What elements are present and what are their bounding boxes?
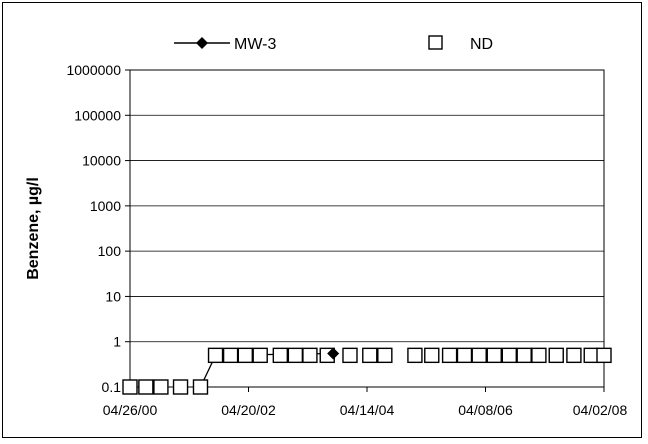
x-tick-label: 04/08/06 — [458, 402, 513, 418]
y-tick-label: 1 — [113, 334, 121, 350]
nd-point — [441, 347, 458, 364]
nd-point — [486, 347, 502, 364]
nd-point — [424, 347, 440, 364]
nd-point — [471, 347, 487, 364]
y-tick-label: 100000 — [74, 107, 121, 123]
nd-point — [192, 379, 209, 395]
nd-point — [516, 347, 532, 364]
nd-point — [566, 347, 582, 364]
nd-point — [362, 347, 378, 364]
y-tick-label: 1000 — [90, 198, 121, 214]
nd-point — [207, 347, 224, 364]
nd-point — [237, 347, 254, 364]
x-tick-label: 04/02/08 — [573, 402, 628, 418]
y-tick-label: 10000 — [82, 153, 121, 169]
nd-point — [583, 347, 599, 364]
x-tick-label: 04/14/04 — [340, 402, 395, 418]
legend-label-mw-3: MW-3 — [234, 36, 276, 53]
x-axis: 04/26/00 04/20/02 04/14/04 04/08/06 04/02/08 — [103, 387, 628, 418]
nd-point — [596, 347, 612, 364]
nd-point — [287, 347, 304, 364]
y-axis: 1000000 100000 10000 1000 100 10 1 0.1 — [66, 62, 130, 395]
nd-point — [342, 347, 358, 364]
nd-point — [272, 347, 289, 364]
plot-area — [129, 69, 605, 388]
grid-lines — [130, 114, 604, 343]
nd-point — [548, 347, 564, 364]
y-tick-label: 0.1 — [102, 379, 122, 395]
nd-point — [153, 379, 169, 395]
y-tick-label: 1000000 — [66, 62, 121, 78]
chart-frame — [2, 2, 642, 438]
nd-point — [302, 347, 318, 364]
nd-point — [138, 379, 154, 395]
y-axis-label: Benzene, µg/l — [25, 177, 42, 280]
nd-point — [377, 347, 393, 364]
x-tick-label: 04/26/00 — [103, 402, 158, 418]
nd-point — [456, 347, 473, 364]
nd-point — [172, 379, 189, 395]
legend-label-nd: ND — [470, 36, 493, 53]
nd-point — [407, 347, 423, 364]
mw-3-point — [327, 347, 340, 360]
nd-point — [222, 347, 239, 364]
y-tick-label: 100 — [98, 243, 122, 259]
y-tick-label: 10 — [105, 288, 121, 304]
nd-point — [122, 379, 138, 395]
legend-marker-mw-3 — [196, 37, 208, 49]
nd-point — [501, 347, 517, 364]
nd-point — [252, 347, 268, 364]
legend: MW-3 ND — [174, 35, 493, 53]
nd-point — [531, 347, 547, 364]
x-tick-label: 04/20/02 — [221, 402, 276, 418]
data-marks — [122, 347, 612, 395]
legend-marker-nd — [428, 35, 443, 50]
